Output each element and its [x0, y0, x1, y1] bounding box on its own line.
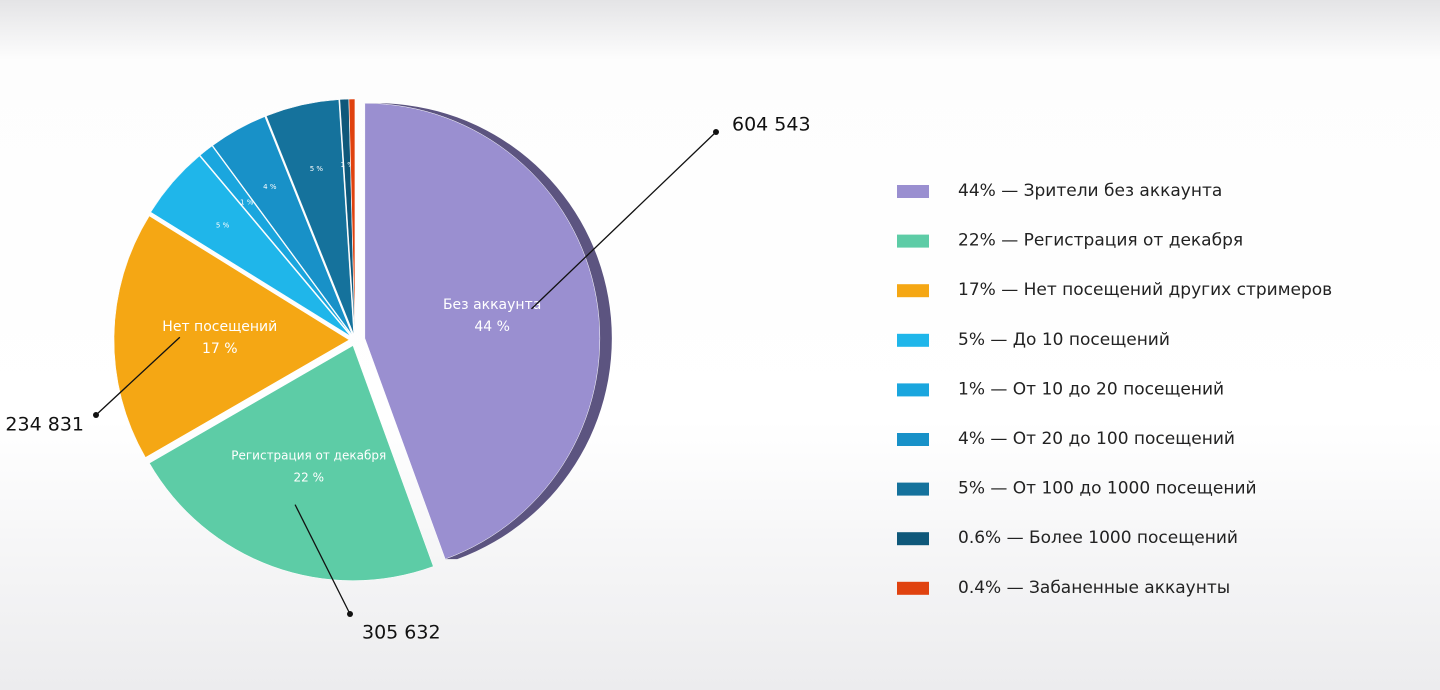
slice-value-label: 5 %: [216, 221, 230, 229]
callout-count: 305 632: [362, 622, 441, 644]
legend-label: 0.6% — Более 1000 посещений: [958, 528, 1238, 548]
callout-line: [95, 336, 181, 416]
legend-swatch: [897, 284, 929, 298]
callout-dot: [93, 412, 99, 418]
callout-dot: [347, 611, 353, 617]
callout-dot: [713, 129, 719, 135]
slice: [113, 215, 350, 458]
slice-value-label: 22 %: [293, 471, 324, 485]
legend-swatch: [897, 383, 929, 397]
legend-swatch: [897, 234, 929, 248]
slice-value-label: 5 %: [310, 165, 324, 173]
slice: [364, 103, 601, 560]
legend-swatch: [897, 433, 929, 446]
slice-label: Регистрация от декабря: [231, 449, 386, 463]
slice: [149, 345, 434, 581]
legend-label: 22% — Регистрация от декабря: [958, 231, 1243, 251]
slice-value-label: 4 %: [263, 183, 277, 191]
slice-label: Без аккаунта: [443, 297, 541, 313]
legend-label: 5% — От 100 до 1000 посещений: [958, 479, 1257, 499]
legend-label: 44% — Зрители без аккаунта: [958, 181, 1222, 201]
legend-label: 17% — Нет посещений других стримеров: [958, 280, 1332, 300]
slice: [266, 99, 354, 335]
legend-swatch: [897, 333, 929, 347]
callout-count: 604 543: [732, 114, 811, 136]
slice-value-label: 44 %: [474, 319, 510, 335]
legend-label: 1% — От 10 до 20 посещений: [958, 379, 1224, 399]
slice: [199, 145, 352, 336]
callout-line: [294, 504, 351, 615]
legend-swatch: [897, 185, 929, 198]
callout-count: 234 831: [5, 414, 84, 436]
callout-line: [531, 131, 717, 310]
legend-swatch: [897, 581, 929, 595]
slice: [150, 155, 351, 337]
legend-swatch: [897, 482, 929, 496]
slice-value-label: 1 %: [341, 161, 355, 169]
slice-label: Нет посещений: [162, 319, 277, 335]
legend-label: 4% — От 20 до 100 посещений: [958, 429, 1235, 449]
slice: [348, 98, 356, 335]
legend-label: 0.4% — Забаненные аккаунты: [958, 578, 1230, 598]
slice-value-label: 17 %: [202, 341, 238, 357]
slice: [212, 116, 353, 335]
slice-value-label: 1 %: [240, 198, 254, 206]
legend-label: 5% — До 10 посещений: [958, 330, 1170, 350]
legend-swatch: [897, 532, 929, 546]
